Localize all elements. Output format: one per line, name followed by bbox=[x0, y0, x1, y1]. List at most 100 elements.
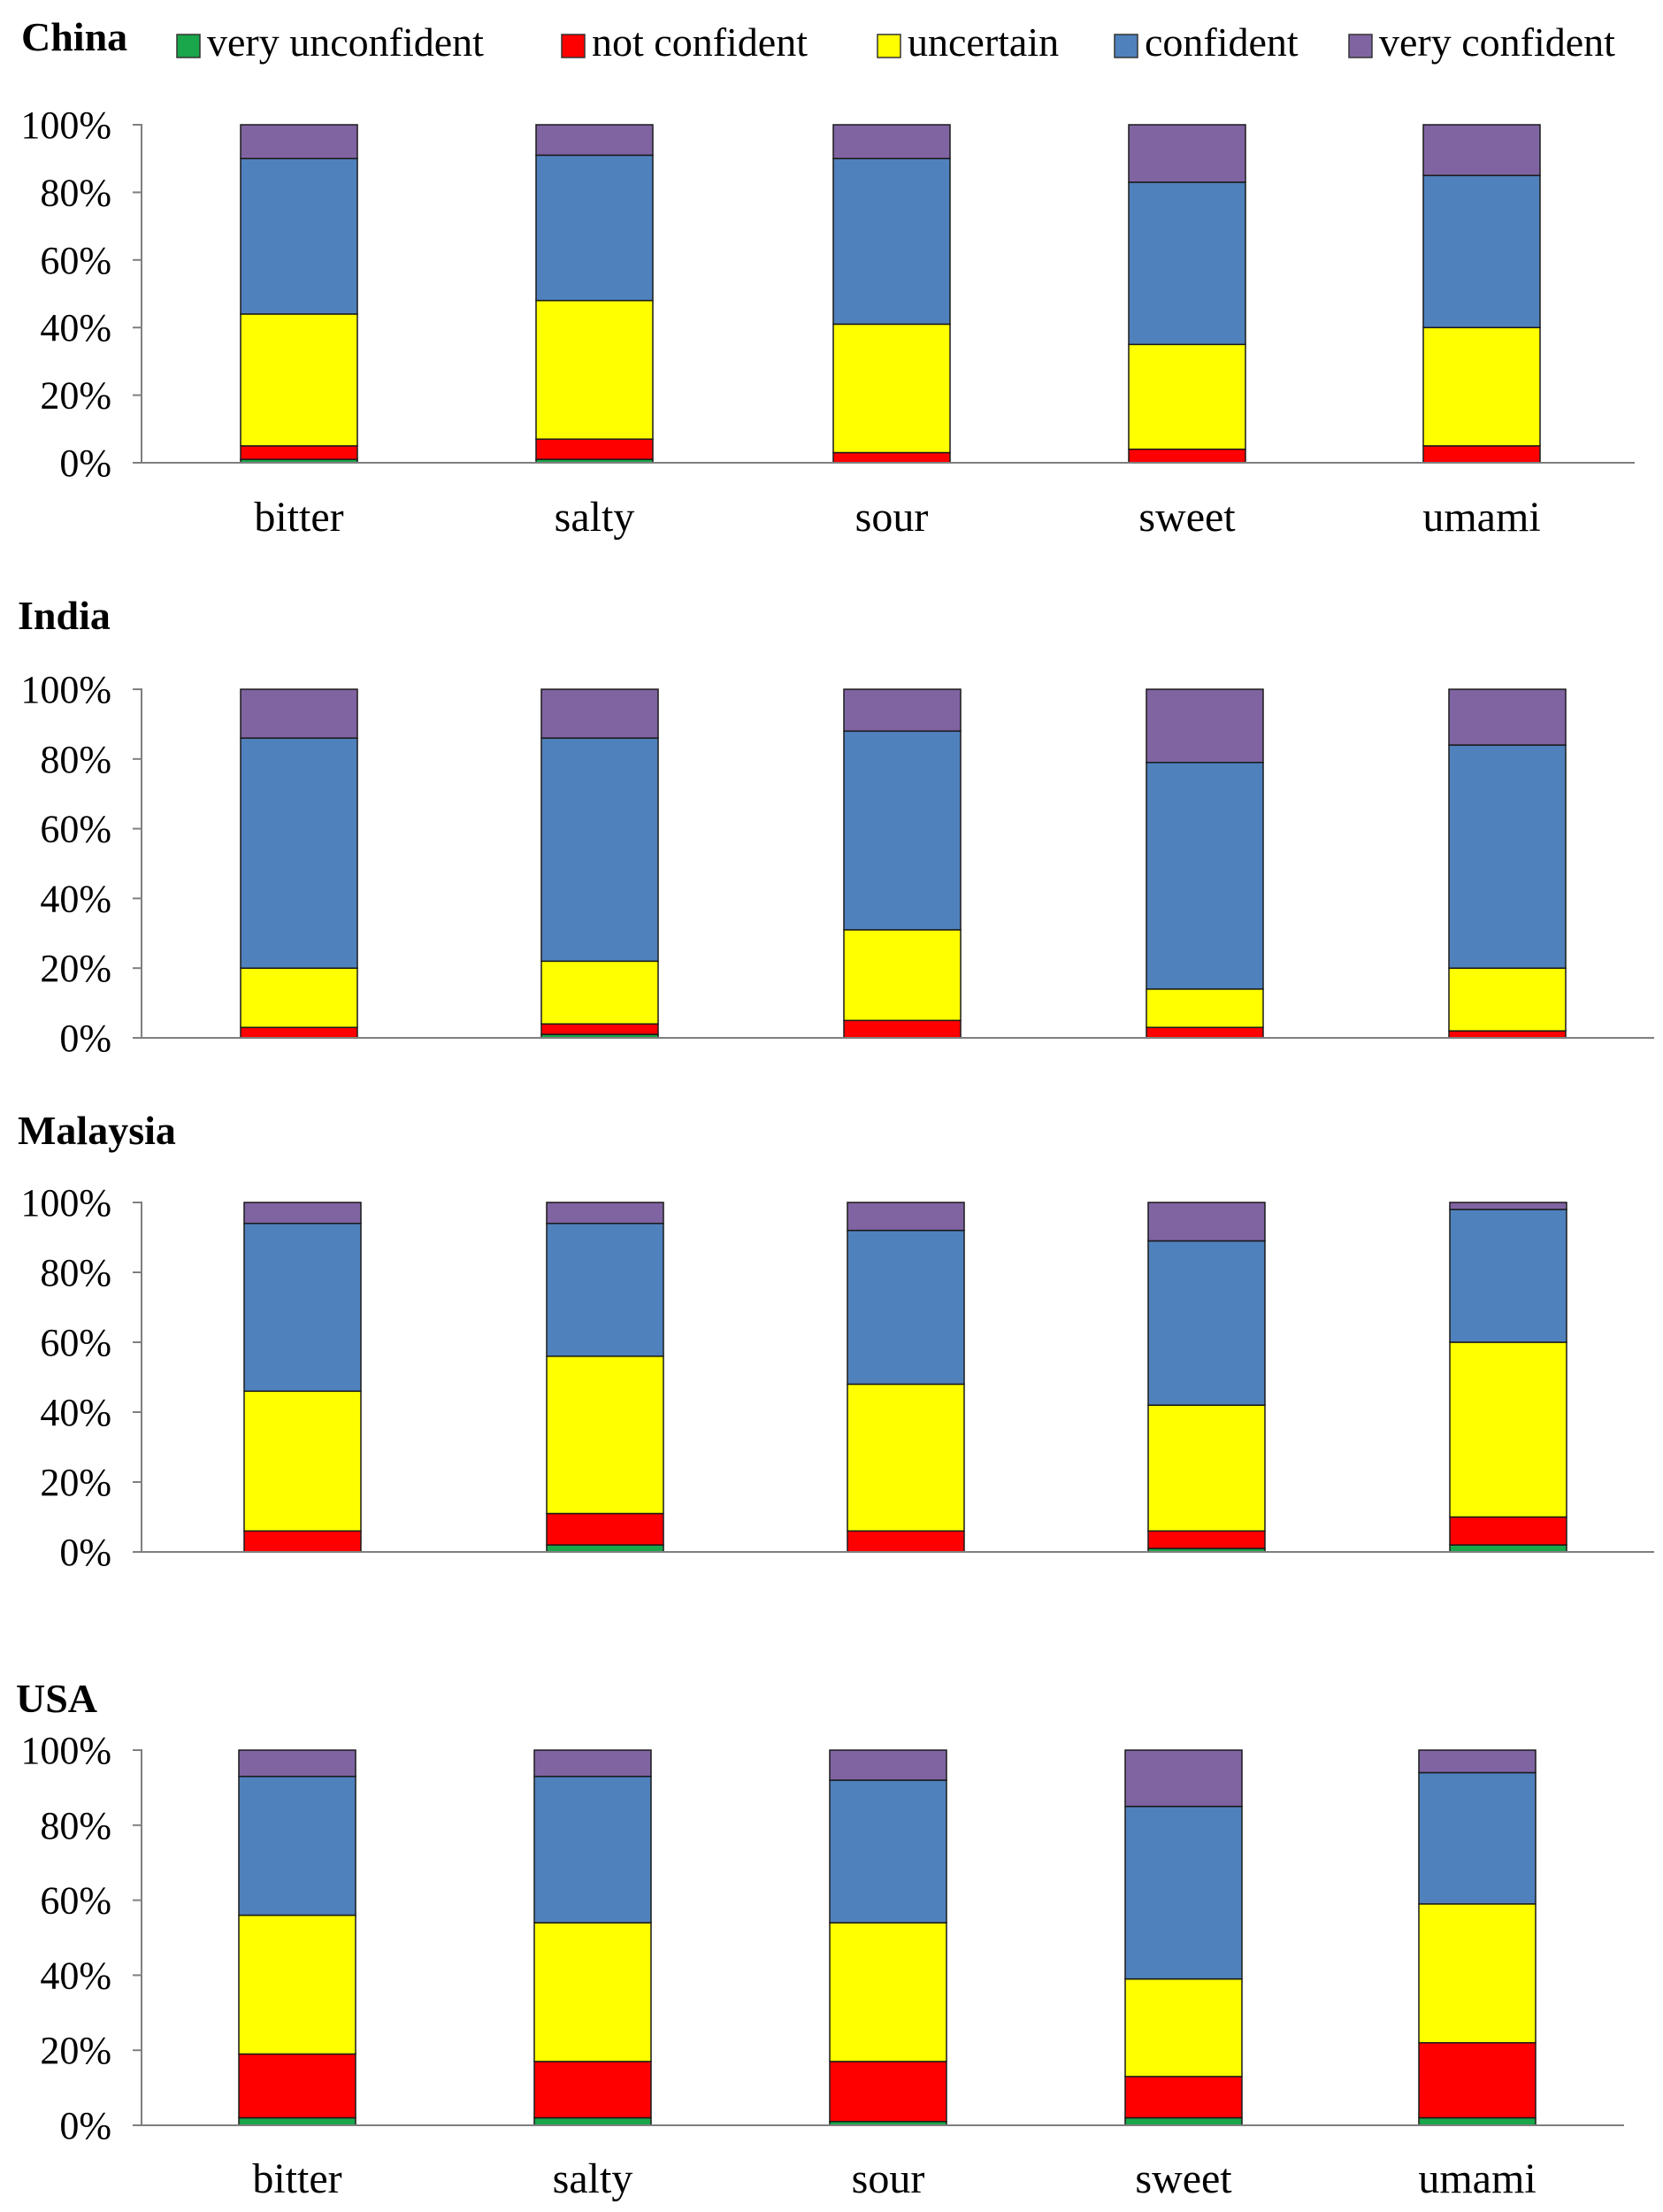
bar-segment-china-bitter-uncertain bbox=[240, 313, 358, 447]
panel-usa: USA 0% 20% 40% 60% 80% 100% bitter salty sour swee… bbox=[16, 1676, 1624, 2202]
y-tick-label-india-2: 40% bbox=[40, 877, 111, 920]
bar-segment-malaysia-bitter-confident bbox=[243, 1222, 362, 1393]
bar-segment-india-sweet-confident bbox=[1146, 761, 1264, 990]
bar-segment-china-salty-confident bbox=[535, 154, 654, 302]
bar-segment-malaysia-umami-uncertain bbox=[1449, 1341, 1567, 1518]
bar-segment-india-bitter-very-confident bbox=[240, 688, 358, 739]
panel-title-china: China bbox=[21, 14, 127, 59]
legend-label-very-confident: very confident bbox=[1379, 19, 1615, 65]
y-tick-label-india-0: 0% bbox=[59, 1017, 111, 1060]
bar-segment-china-umami-not-confident bbox=[1422, 445, 1541, 464]
bar-segment-india-sour-very-confident bbox=[843, 688, 962, 733]
bar-segment-malaysia-umami-not-confident bbox=[1449, 1516, 1567, 1546]
bar-segment-china-sweet-confident bbox=[1128, 181, 1246, 346]
bar-segment-malaysia-bitter-uncertain bbox=[243, 1390, 362, 1532]
y-tick-label-malaysia-2: 40% bbox=[40, 1391, 111, 1434]
bar-segment-usa-umami-not-confident bbox=[1418, 2041, 1537, 2119]
x-label-usa-sweet: sweet bbox=[1135, 2155, 1232, 2202]
y-tick-label-usa-3: 60% bbox=[40, 1879, 111, 1923]
y-tick-label-india-3: 60% bbox=[40, 808, 111, 851]
bar-segment-india-umami-very-confident bbox=[1448, 688, 1567, 746]
y-tick-label-usa-5: 100% bbox=[20, 1729, 111, 1772]
bar-segment-usa-bitter-uncertain bbox=[238, 1914, 356, 2055]
bar-segment-usa-sour-very-confident bbox=[829, 1749, 947, 1781]
y-tick-label-malaysia-5: 100% bbox=[20, 1181, 111, 1225]
bar-segment-china-bitter-very-confident bbox=[240, 124, 358, 159]
bar-segment-usa-umami-very-confident bbox=[1418, 1749, 1537, 1774]
bar-segment-malaysia-sweet-very-confident bbox=[1147, 1202, 1266, 1242]
bar-segment-india-sweet-not-confident bbox=[1146, 1026, 1264, 1039]
bar-segment-india-salty-uncertain bbox=[540, 960, 659, 1025]
y-tick-label-usa-1: 20% bbox=[40, 2029, 111, 2072]
bar-segment-malaysia-bitter-very-confident bbox=[243, 1202, 362, 1225]
bar-segment-usa-sweet-not-confident bbox=[1124, 2076, 1243, 2119]
bar-segment-usa-bitter-not-confident bbox=[238, 2053, 356, 2119]
y-tick-label-usa-2: 40% bbox=[40, 1954, 111, 1997]
bar-segment-india-umami-confident bbox=[1448, 744, 1567, 969]
bar-segment-usa-salty-very-unconfident bbox=[533, 2116, 652, 2126]
bar-segment-malaysia-sweet-confident bbox=[1147, 1240, 1266, 1406]
legend-label-confident: confident bbox=[1145, 19, 1299, 65]
panel-india: India 0% 20% 40% 60% 80% 100% bbox=[18, 593, 1654, 1060]
bar-segment-usa-sweet-uncertain bbox=[1124, 1978, 1243, 2078]
bar-segment-china-bitter-confident bbox=[240, 157, 358, 315]
bar-segment-malaysia-sour-not-confident bbox=[847, 1530, 965, 1553]
bar-segment-usa-bitter-very-confident bbox=[238, 1749, 356, 1778]
bar-segment-india-salty-not-confident bbox=[540, 1023, 659, 1035]
bar-segment-usa-salty-not-confident bbox=[533, 2061, 652, 2119]
bar-segment-india-sweet-uncertain bbox=[1146, 988, 1264, 1028]
bar-segment-usa-sweet-very-unconfident bbox=[1124, 2116, 1243, 2126]
bar-segment-china-salty-very-confident bbox=[535, 124, 654, 157]
bar-segment-malaysia-sour-uncertain bbox=[847, 1383, 965, 1532]
bar-segment-china-sour-very-confident bbox=[832, 124, 951, 159]
bar-segment-usa-salty-uncertain bbox=[533, 1922, 652, 2062]
bar-segment-usa-bitter-very-unconfident bbox=[238, 2116, 356, 2126]
y-tick-label-china-3: 60% bbox=[40, 239, 111, 282]
legend-swatch-very-unconfident bbox=[176, 34, 201, 58]
x-label-usa-salty: salty bbox=[553, 2155, 633, 2202]
y-tick-label-china-4: 80% bbox=[40, 171, 111, 214]
y-tick-label-china-1: 20% bbox=[40, 374, 111, 418]
y-tick-label-malaysia-4: 80% bbox=[40, 1251, 111, 1294]
bar-segment-malaysia-umami-very-unconfident bbox=[1449, 1544, 1567, 1553]
panel-malaysia: Malaysia 0% 20% 40% 60% 80% 100% bbox=[18, 1108, 1654, 1574]
x-label-china-umami: umami bbox=[1422, 494, 1540, 541]
bar-segment-usa-sweet-confident bbox=[1124, 1805, 1243, 1980]
bar-segment-china-salty-uncertain bbox=[535, 299, 654, 441]
bar-segment-india-bitter-not-confident bbox=[240, 1026, 358, 1039]
bar-segment-malaysia-bitter-not-confident bbox=[243, 1530, 362, 1553]
legend-swatch-confident bbox=[1114, 34, 1138, 58]
legend-label-not-confident: not confident bbox=[592, 19, 808, 65]
bar-segment-china-sour-confident bbox=[832, 157, 951, 326]
panel-title-malaysia: Malaysia bbox=[18, 1108, 176, 1153]
bar-segment-usa-sour-uncertain bbox=[829, 1922, 947, 2062]
bar-segment-india-sour-uncertain bbox=[843, 929, 962, 1022]
bar-segment-china-sour-not-confident bbox=[832, 451, 951, 464]
chart-panels: China 0% 20% 40% 60% 80% 100% bitter salty sour sw… bbox=[16, 14, 1654, 2202]
bar-segment-usa-umami-confident bbox=[1418, 1771, 1537, 1905]
bar-segment-china-umami-uncertain bbox=[1422, 326, 1541, 447]
x-label-usa-sour: sour bbox=[852, 2155, 925, 2202]
bar-segment-usa-umami-uncertain bbox=[1418, 1903, 1537, 2044]
bar-segment-china-umami-confident bbox=[1422, 174, 1541, 328]
bar-segment-malaysia-sweet-uncertain bbox=[1147, 1404, 1266, 1532]
bar-segment-malaysia-salty-confident bbox=[546, 1222, 664, 1357]
bar-segment-malaysia-sour-confident bbox=[847, 1229, 965, 1386]
y-tick-label-malaysia-1: 20% bbox=[40, 1461, 111, 1504]
bar-segment-usa-salty-very-confident bbox=[533, 1749, 652, 1778]
y-tick-label-china-5: 100% bbox=[20, 104, 111, 147]
bar-segment-malaysia-sour-very-confident bbox=[847, 1202, 965, 1232]
y-tick-label-china-2: 40% bbox=[40, 306, 111, 349]
x-label-usa-umami: umami bbox=[1418, 2155, 1536, 2202]
y-tick-label-malaysia-3: 60% bbox=[40, 1321, 111, 1364]
bar-segment-malaysia-salty-not-confident bbox=[546, 1512, 664, 1546]
legend-swatch-not-confident bbox=[561, 34, 586, 58]
x-label-china-salty: salty bbox=[555, 494, 635, 541]
bar-segment-malaysia-salty-very-confident bbox=[546, 1202, 664, 1225]
bar-segment-china-sweet-uncertain bbox=[1128, 343, 1246, 450]
y-tick-label-india-4: 80% bbox=[40, 738, 111, 781]
bar-segment-china-bitter-not-confident bbox=[240, 445, 358, 460]
bar-segment-india-bitter-uncertain bbox=[240, 967, 358, 1028]
bar-segment-usa-bitter-confident bbox=[238, 1775, 356, 1916]
